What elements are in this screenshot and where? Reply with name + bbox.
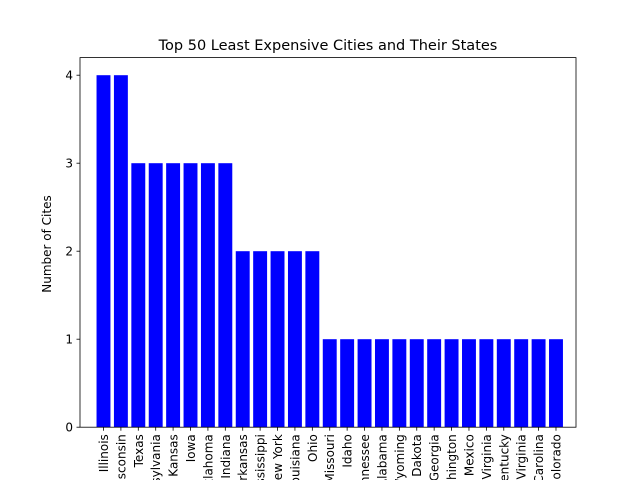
x-axis-ticks: Illinois Wisconsin Texas Pennsylvania Kansas…: [97, 427, 563, 480]
x-tick-label-new-mexico: New Mexico: [462, 434, 476, 480]
bar-iowa: [183, 163, 198, 428]
x-tick-label-wyoming: Wyoming: [393, 434, 407, 480]
bar-idaho: [340, 339, 355, 428]
bar-wisconsin: [113, 75, 128, 428]
bar-west-virginia: [479, 339, 494, 428]
x-tick-label-virginia: Virginia: [515, 434, 529, 479]
x-tick-label-arkansas: Arkansas: [236, 434, 250, 480]
bar-washington: [444, 339, 459, 428]
x-tick-label-illinois: Illinois: [97, 434, 111, 472]
x-tick-label-alabama: Alabama: [375, 434, 389, 480]
bars-group: [96, 75, 563, 428]
x-tick-label-texas: Texas: [132, 434, 146, 468]
x-tick-label-tennessee: Tennessee: [358, 434, 372, 480]
x-tick-label-west-virginia: West Virginia: [480, 434, 494, 480]
bar-virginia: [514, 339, 529, 428]
y-tick-label: 4: [65, 69, 73, 83]
bar-new-mexico: [462, 339, 476, 428]
bar-kentucky: [496, 339, 511, 428]
bar-indiana: [218, 163, 233, 428]
x-tick-label-pennsylvania: Pennsylvania: [149, 434, 163, 480]
bar-mississippi: [253, 251, 268, 428]
x-tick-label-ohio: Ohio: [306, 434, 320, 462]
bar-louisiana: [287, 251, 302, 428]
x-tick-label-colorado: Colorado: [549, 434, 563, 480]
x-tick-label-north-dakota: North Dakota: [410, 434, 424, 480]
bar-kansas: [166, 163, 181, 428]
x-tick-label-south-carolina: South Carolina: [532, 434, 546, 480]
chart-title: Top 50 Least Expensive Cities and Their …: [158, 38, 498, 54]
x-tick-label-washington: Washington: [445, 434, 459, 480]
x-tick-label-missouri: Missouri: [323, 434, 337, 480]
bar-new-york: [270, 251, 285, 428]
y-tick-label: 1: [65, 333, 73, 347]
bar-ohio: [305, 251, 320, 428]
x-tick-label-georgia: Georgia: [428, 434, 442, 480]
bar-south-carolina: [531, 339, 546, 428]
x-tick-label-iowa: Iowa: [184, 434, 198, 462]
x-tick-label-wisconsin: Wisconsin: [114, 434, 128, 480]
bar-missouri: [322, 339, 337, 428]
bar-north-dakota: [409, 339, 424, 428]
y-tick-label: 0: [65, 421, 73, 435]
y-tick-label: 2: [65, 245, 73, 259]
x-tick-label-oklahoma: Oklahoma: [201, 434, 215, 480]
x-tick-label-louisiana: Louisiana: [288, 434, 302, 480]
bar-arkansas: [235, 251, 250, 428]
x-tick-label-indiana: Indiana: [219, 434, 233, 478]
bar-georgia: [427, 339, 442, 428]
y-axis-label: Number of Cites: [40, 195, 54, 292]
bar-pennsylvania: [148, 163, 163, 428]
y-tick-label: 3: [65, 157, 73, 171]
bar-tennessee: [357, 339, 372, 428]
bar-oklahoma: [200, 163, 215, 428]
bar-colorado: [549, 339, 563, 428]
bar-wyoming: [392, 339, 407, 428]
y-axis-ticks: 0 1 2 3 4: [65, 69, 80, 435]
x-tick-label-idaho: Idaho: [341, 434, 355, 467]
x-tick-label-kentucky: Kentucky: [497, 434, 511, 480]
x-tick-label-mississippi: Mississippi: [254, 434, 268, 480]
bar-texas: [131, 163, 146, 428]
plot-frame: [79, 57, 577, 428]
x-tick-label-new-york: New York: [271, 434, 285, 480]
bar-alabama: [374, 339, 389, 428]
x-tick-label-kansas: Kansas: [167, 434, 181, 476]
bar-illinois: [96, 75, 111, 428]
